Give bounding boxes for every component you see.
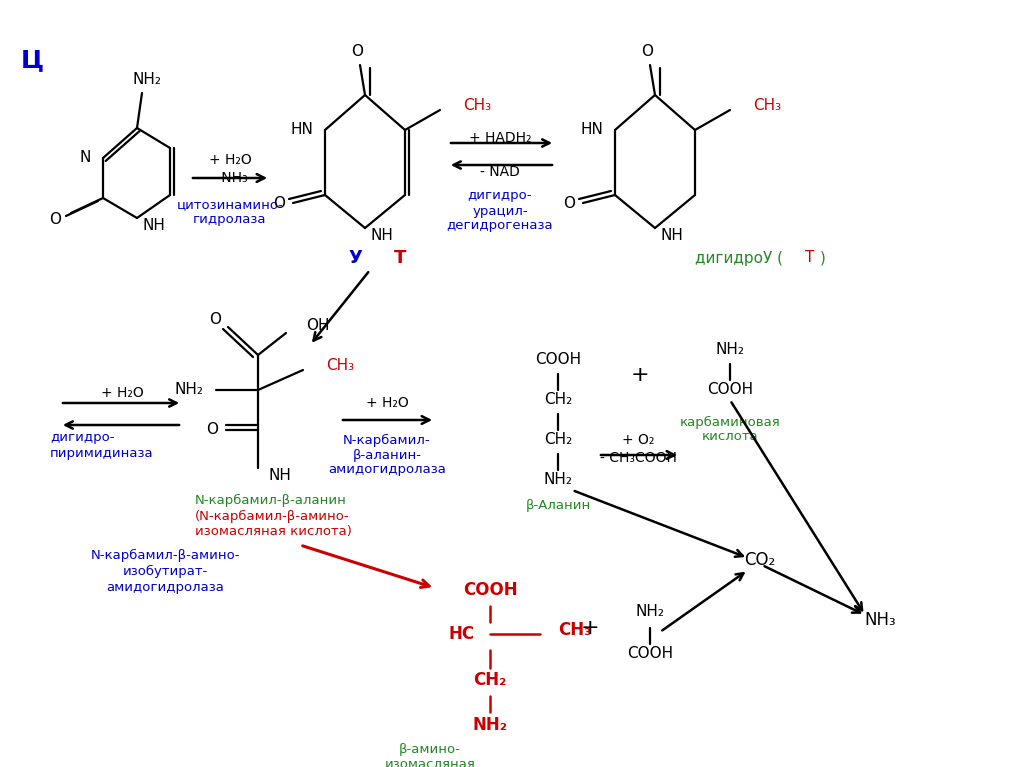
Text: CH₃: CH₃ — [326, 357, 354, 373]
Text: + H₂O: + H₂O — [366, 396, 409, 410]
Text: CH₂: CH₂ — [544, 433, 572, 447]
Text: HN: HN — [290, 123, 313, 137]
Text: + H₂O: + H₂O — [209, 153, 251, 167]
Text: O: O — [206, 423, 218, 437]
Text: COOH: COOH — [627, 647, 673, 661]
Text: амидогидролаза: амидогидролаза — [328, 463, 445, 476]
Text: - NH₃: - NH₃ — [212, 171, 248, 185]
Text: дигидро-: дигидро- — [50, 432, 115, 445]
Text: амидогидролаза: амидогидролаза — [106, 581, 224, 594]
Text: Т: Т — [394, 249, 407, 267]
Text: NH₂: NH₂ — [174, 383, 203, 397]
Text: NH₃: NH₃ — [864, 611, 896, 629]
Text: пиримидиназа: пиримидиназа — [50, 446, 154, 459]
Text: гидролаза: гидролаза — [194, 213, 266, 226]
Text: O: O — [49, 212, 61, 228]
Text: NH₂: NH₂ — [132, 73, 162, 87]
Text: N-карбамил-β-аланин: N-карбамил-β-аланин — [195, 493, 347, 506]
Text: NH₂: NH₂ — [636, 604, 665, 620]
Text: O: O — [351, 44, 362, 60]
Text: COOH: COOH — [707, 383, 753, 397]
Text: изомасляная: изомасляная — [385, 759, 475, 767]
Text: У: У — [348, 249, 361, 267]
Text: O: O — [273, 196, 285, 210]
Text: NH₂: NH₂ — [716, 343, 744, 357]
Text: CH₂: CH₂ — [473, 671, 507, 689]
Text: COOH: COOH — [463, 581, 517, 599]
Text: + H₂O: + H₂O — [100, 386, 143, 400]
Text: карбаминовая: карбаминовая — [680, 416, 780, 429]
Text: + HADH₂: + HADH₂ — [469, 131, 531, 145]
Text: - CH₃COOH: - CH₃COOH — [600, 451, 677, 465]
Text: NH: NH — [370, 229, 393, 243]
Text: NH₂: NH₂ — [544, 472, 572, 488]
Text: OH: OH — [306, 318, 330, 333]
Text: CH₂: CH₂ — [544, 393, 572, 407]
Text: + O₂: + O₂ — [622, 433, 654, 447]
Text: HC: HC — [449, 625, 475, 643]
Text: O: O — [641, 44, 653, 60]
Text: β-Аланин: β-Аланин — [525, 499, 591, 512]
Text: +: + — [581, 618, 599, 638]
Text: CO₂: CO₂ — [744, 551, 775, 569]
Text: N-карбамил-: N-карбамил- — [343, 433, 431, 446]
Text: NH: NH — [660, 229, 683, 243]
Text: O: O — [563, 196, 575, 210]
Text: O: O — [209, 312, 221, 328]
Text: изомасляная кислота): изомасляная кислота) — [195, 525, 352, 538]
Text: - NAD: - NAD — [480, 165, 520, 179]
Text: дегидрогеназа: дегидрогеназа — [446, 219, 553, 232]
Text: COOH: COOH — [535, 353, 581, 367]
Text: Ц: Ц — [20, 48, 44, 72]
Text: цитозинамино-: цитозинамино- — [176, 199, 284, 212]
Text: NH: NH — [268, 469, 291, 483]
Text: Т: Т — [805, 251, 815, 265]
Text: N-карбамил-β-амино-: N-карбамил-β-амино- — [90, 548, 240, 561]
Text: NH: NH — [142, 219, 165, 233]
Text: HN: HN — [581, 123, 603, 137]
Text: кислота: кислота — [701, 430, 759, 443]
Text: ): ) — [820, 251, 826, 265]
Text: дигидроУ (: дигидроУ ( — [695, 251, 783, 265]
Text: урацил-: урацил- — [472, 205, 527, 218]
Text: CH₃: CH₃ — [558, 621, 592, 639]
Text: изобутират-: изобутират- — [123, 565, 208, 578]
Text: дигидро-: дигидро- — [468, 189, 532, 202]
Text: NH₂: NH₂ — [472, 716, 508, 734]
Text: β-амино-: β-амино- — [399, 743, 461, 756]
Text: CH₃: CH₃ — [753, 97, 781, 113]
Text: N: N — [80, 150, 91, 166]
Text: CH₃: CH₃ — [463, 97, 492, 113]
Text: (N-карбамил-β-амино-: (N-карбамил-β-амино- — [195, 509, 349, 522]
Text: +: + — [631, 365, 649, 385]
Text: β-аланин-: β-аланин- — [352, 449, 422, 462]
